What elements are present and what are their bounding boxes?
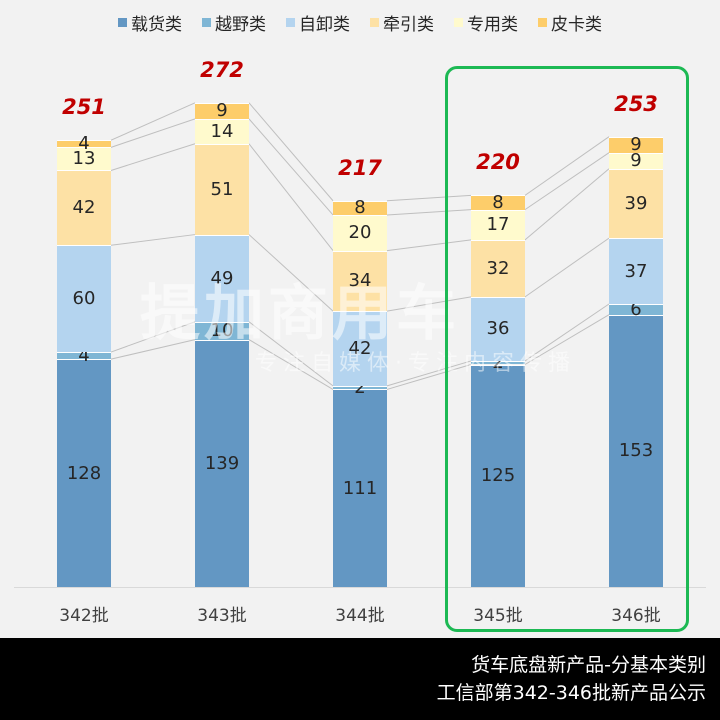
segment-value-label: 139 (204, 452, 240, 474)
bar-segment: 9 (609, 134, 663, 156)
bar-segment: 32 (471, 239, 525, 297)
segment-value-label: 153 (618, 440, 654, 462)
segment-value-label: 49 (210, 267, 234, 289)
segment-value-label: 42 (348, 337, 372, 359)
segment-value-label: 51 (210, 178, 234, 200)
x-axis-label: 343批 (197, 606, 247, 626)
segment-value-label: 8 (492, 192, 504, 214)
x-axis-label: 344批 (335, 606, 385, 626)
bar-segment: 14 (195, 118, 249, 144)
bar-segment: 8 (333, 197, 387, 219)
legend-label: 越野类 (215, 14, 266, 35)
total-label: 272 (200, 57, 244, 82)
caption-title: 货车底盘新产品-分基本类别 (471, 654, 706, 676)
legend-swatch-icon (202, 17, 211, 27)
bar-segment: 8 (471, 192, 525, 214)
segment-value-label: 9 (630, 134, 642, 156)
segment-value-label: 39 (624, 192, 648, 214)
bar-segment: 49 (195, 234, 249, 322)
segment-value-label: 9 (216, 100, 228, 122)
bar-segment: 39 (609, 168, 663, 239)
bar-segment: 125 (471, 364, 525, 587)
legend-swatch-icon (370, 17, 379, 27)
segment-value-label: 4 (78, 345, 90, 367)
series-connector-lines (110, 102, 610, 390)
segment-value-label: 13 (72, 148, 96, 170)
legend-label: 专用类 (467, 14, 518, 35)
segment-value-label: 20 (348, 222, 372, 244)
bar-segment: 51 (195, 143, 249, 235)
bar-segment: 4 (57, 347, 111, 365)
legend-item: 自卸类 (286, 10, 350, 35)
segment-value-label: 17 (486, 214, 510, 236)
bar-segment: 13 (57, 147, 111, 171)
bar-segment: 17 (471, 209, 525, 240)
segment-value-label: 2 (354, 377, 366, 399)
bar-segment: 37 (609, 238, 663, 304)
footer-caption: 货车底盘新产品-分基本类别 工信部第342-346批新产品公示 (0, 638, 720, 720)
bar-segment: 111 (333, 389, 387, 587)
segment-value-label: 2 (492, 352, 504, 374)
segment-value-label: 128 (66, 462, 102, 484)
legend-label: 牵引类 (383, 14, 434, 35)
legend-item: 皮卡类 (538, 10, 602, 35)
bar-segment: 128 (57, 359, 111, 587)
segment-value-label: 14 (210, 120, 234, 142)
segment-value-label: 9 (630, 150, 642, 172)
bar-segment: 42 (57, 170, 111, 246)
bar-segment: 4 (57, 135, 111, 153)
legend-swatch-icon (118, 17, 127, 27)
legend-swatch-icon (538, 17, 547, 27)
chart-legend: 载货类 越野类 自卸类 牵引类 专用类 皮卡类 (0, 8, 720, 36)
total-label: 220 (476, 150, 520, 175)
bar-segment: 60 (57, 245, 111, 353)
segment-value-label: 111 (342, 477, 378, 499)
bar-segment: 10 (195, 322, 249, 340)
x-axis-label: 342批 (59, 606, 109, 626)
legend-swatch-icon (286, 17, 295, 27)
legend-item: 载货类 (118, 10, 182, 35)
segment-value-label: 8 (354, 197, 366, 219)
segment-value-label: 10 (210, 320, 234, 342)
bar-segment: 42 (333, 311, 387, 386)
bar-segment: 36 (471, 296, 525, 361)
caption-subtitle: 工信部第342-346批新产品公示 (436, 682, 706, 704)
stacked-bar-chart: 128 4 60 42 13 4 251 342批 139 10 49 51 14 9 272 343批 111… (14, 57, 706, 626)
bar-segment: 9 (195, 100, 249, 122)
bar-segment: 34 (333, 250, 387, 312)
bar-segment: 9 (609, 150, 663, 172)
bar-segment: 20 (333, 214, 387, 251)
bar-segment: 2 (471, 354, 525, 372)
segment-value-label: 4 (78, 133, 90, 155)
bar-segment: 6 (609, 300, 663, 318)
total-label: 217 (338, 155, 382, 180)
segment-value-label: 6 (630, 298, 642, 320)
x-axis-line (14, 587, 706, 588)
legend-label: 载货类 (131, 14, 182, 35)
segment-value-label: 37 (624, 260, 648, 282)
bar-segment: 153 (609, 314, 663, 587)
legend-item: 越野类 (202, 10, 266, 35)
legend-label: 皮卡类 (551, 14, 602, 35)
legend-item: 专用类 (454, 10, 518, 35)
segment-value-label: 36 (486, 318, 510, 340)
bar-segment: 2 (333, 379, 387, 397)
legend-swatch-icon (454, 17, 463, 27)
bar-segment: 139 (195, 339, 249, 587)
segment-value-label: 60 (72, 288, 96, 310)
total-label: 251 (62, 95, 106, 120)
segment-value-label: 125 (480, 465, 516, 487)
segment-value-label: 34 (348, 270, 372, 292)
legend-label: 自卸类 (299, 14, 350, 35)
total-label: 253 (614, 91, 658, 116)
x-axis-label: 345批 (473, 606, 523, 626)
segment-value-label: 32 (486, 257, 510, 279)
legend-item: 牵引类 (370, 10, 434, 35)
segment-value-label: 42 (72, 197, 96, 219)
x-axis-label: 346批 (611, 606, 661, 626)
highlight-box-345-346 (445, 66, 689, 632)
